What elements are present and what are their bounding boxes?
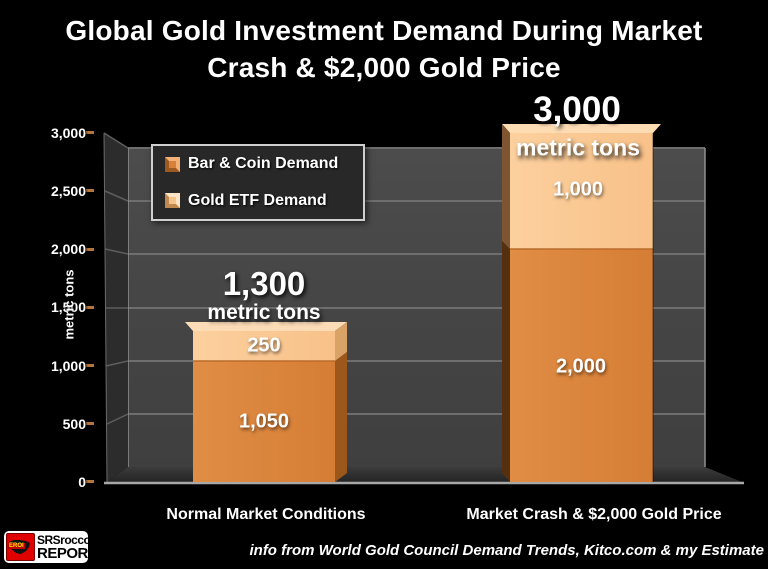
category-label-normal-market: Normal Market Conditions (166, 506, 366, 523)
bar1-total-unit: metric tons (207, 301, 321, 324)
legend-entry-bar-coin: Bar & Coin Demand (165, 155, 363, 173)
bar2-etf-front-face (510, 133, 653, 249)
legend-swatch-bar-coin-icon (165, 156, 180, 172)
bar2-coin-value-label: 2,000 (555, 355, 607, 378)
chart-title-line2: Crash & $2,000 Gold Price (207, 52, 561, 83)
bar2-total-unit: metric tons (516, 134, 640, 161)
legend-entry-gold-etf: Gold ETF Demand (165, 192, 363, 210)
left-wall-gridlines (103, 132, 129, 425)
legend-label-gold-etf: Gold ETF Demand (188, 191, 327, 209)
source-credit: info from World Gold Council Demand Tren… (249, 542, 764, 559)
ytick-3000: 3,000 (50, 125, 86, 141)
bar2-coin-front-face (510, 249, 653, 482)
y-axis-ticks (86, 131, 94, 483)
y-axis-title: metric tons (61, 269, 77, 340)
bar1-etf-value-label: 250 (247, 334, 281, 357)
chart-title-line1: Global Gold Investment Demand During Mar… (65, 15, 703, 46)
bar-normal-market (185, 322, 347, 482)
bar2-etf-side-face (502, 124, 510, 249)
legend: Bar & Coin Demand Gold ETF Demand (151, 144, 365, 221)
bar2-coin-side-face (502, 241, 510, 482)
bar1-coin-side-face (335, 352, 347, 482)
category-label-market-crash: Market Crash & $2,000 Gold Price (466, 506, 722, 523)
ytick-1500: 1,500 (50, 299, 86, 315)
ytick-500: 500 (62, 416, 86, 432)
bar1-etf-side-face (335, 322, 347, 361)
bar2-total-value: 3,000 (533, 90, 621, 129)
bar1-top-face (185, 322, 347, 331)
ytick-0: 0 (78, 474, 86, 490)
left-wall-front-edge (103, 132, 108, 483)
srsrocco-report-logo: EROI SRSrocco REPORT (4, 531, 97, 563)
legend-label-bar-coin: Bar & Coin Demand (188, 155, 339, 173)
ytick-2000: 2,000 (50, 241, 86, 257)
eroi-badge: EROI (6, 533, 35, 561)
eroi-badge-label: EROI (8, 543, 25, 549)
bar1-total-value: 1,300 (222, 265, 306, 302)
logo-line1: SRSrocco (37, 532, 91, 547)
bar-market-crash (502, 124, 661, 482)
logo-text: SRSrocco REPORT (37, 534, 97, 561)
chart-title: Global Gold Investment Demand During Mar… (0, 12, 768, 86)
bar1-coin-value-label: 1,050 (238, 410, 290, 433)
bar2-etf-value-label: 1,000 (552, 178, 604, 201)
bar1-coin-front-face (193, 361, 335, 482)
legend-swatch-gold-etf-icon (165, 193, 180, 209)
bar1-etf-front-face (193, 331, 335, 361)
logo-line2: REPORT (37, 544, 97, 562)
ytick-2500: 2,500 (50, 183, 86, 199)
bar2-top-face (502, 124, 661, 133)
ytick-1000: 1,000 (50, 358, 86, 374)
